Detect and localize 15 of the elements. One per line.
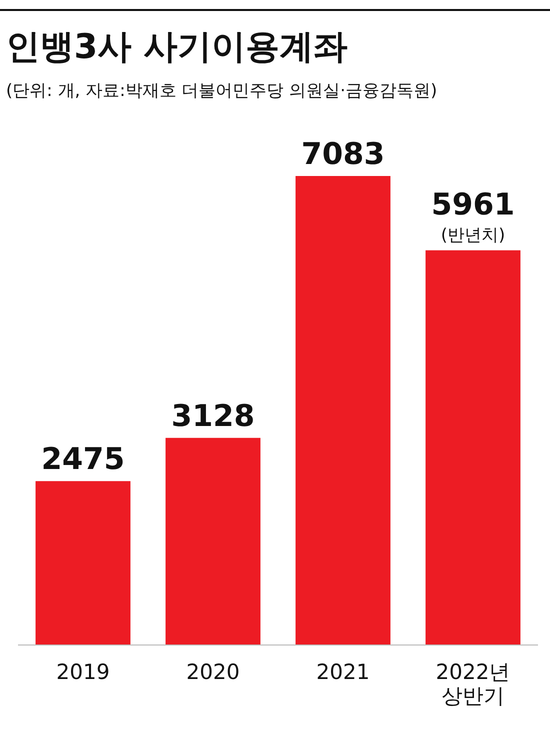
bar (426, 250, 520, 645)
chart-subtitle: (단위: 개, 자료:박재호 더불어민주당 의원실·금융감독원) (6, 81, 438, 101)
bar (166, 438, 260, 645)
x-tick-label: 2021 (316, 660, 370, 684)
bar (36, 481, 130, 645)
data-label: 5961 (431, 187, 515, 222)
bar (296, 176, 390, 645)
annotation: (반년치) (440, 225, 506, 246)
x-tick-label: 2020 (186, 660, 240, 684)
data-label: 7083 (301, 137, 385, 172)
x-tick-label: 2019 (56, 660, 110, 684)
chart-title: 인뱅3사 사기이용계좌 (6, 27, 348, 67)
x-tick-label: 2022년 상반기 (436, 660, 510, 708)
data-label: 2475 (41, 442, 125, 478)
data-label: 3128 (171, 398, 255, 434)
